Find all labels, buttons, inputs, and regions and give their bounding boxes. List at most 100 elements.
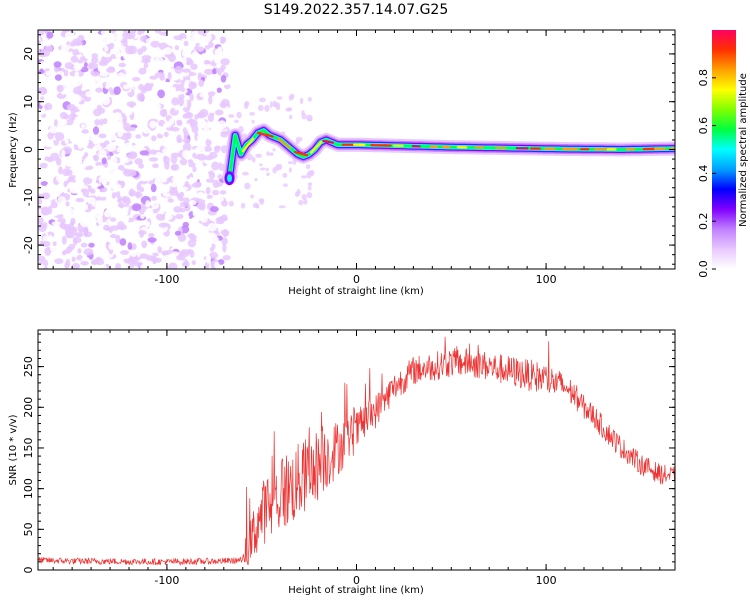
spectrogram-noise-cell [165, 214, 173, 221]
spectrogram-noise-cell [170, 152, 181, 158]
spectrogram-noise-cell [69, 220, 75, 227]
spectrogram-noise-cell [181, 48, 190, 58]
spectrogram-noise-cell [111, 157, 118, 164]
spectrogram-noise-cell [83, 80, 91, 90]
spectrogram-noise-cell [83, 62, 88, 68]
signal-ridge-peak [322, 139, 334, 144]
spectrogram-noise-cell [152, 252, 159, 257]
spectrogram-noise-cell [154, 72, 165, 78]
spectrogram-noise-cell [242, 171, 249, 176]
spectrogram-noise-cell [115, 234, 121, 244]
spectrogram-noise-cell [165, 82, 170, 87]
spectrogram-noise-cell [171, 97, 180, 106]
spectrogram-noise-cell [171, 251, 180, 257]
spectrogram-noise-cell [72, 226, 78, 235]
y-tick-label: 0 [22, 567, 35, 574]
spectrogram-noise-cell [209, 247, 214, 252]
spectrogram-noise-cell [251, 119, 255, 124]
spectrogram-noise-cell [285, 107, 292, 112]
spectrogram-noise-cell [220, 75, 227, 83]
spectrogram-noise-cell [96, 104, 102, 111]
spectrogram-noise-cell [145, 66, 154, 72]
spectrogram-noise-cell [70, 250, 79, 259]
spectrogram-noise-cell [207, 222, 217, 232]
spectrogram-noise-cell [217, 46, 223, 55]
snr-frame [37, 329, 676, 571]
spectrogram-noise-cell [72, 48, 80, 57]
spectrogram-noise-cell [162, 148, 170, 155]
spectrogram-noise-cell [252, 202, 259, 209]
spectrogram-noise-cell [303, 198, 308, 205]
spectrogram-noise-cell [191, 260, 196, 266]
spectrogram-noise-cell [129, 103, 135, 108]
spectrogram-noise-cell [213, 57, 221, 64]
spectrogram-noise-cell [103, 224, 110, 231]
spectrogram-noise-cell [116, 147, 123, 153]
spectrogram-noise-cell [84, 152, 89, 158]
spectrogram-noise-cell [66, 207, 74, 214]
spectrogram-noise-cell [307, 97, 312, 102]
spectrogram-noise-cell [212, 189, 220, 196]
spectrogram-noise-cell [288, 167, 292, 173]
spectrogram-noise-cell [162, 254, 173, 263]
spectrogram-noise-cell [141, 59, 151, 64]
spectrogram-noise-cell [192, 206, 198, 214]
spectrogram-noise-cell [185, 79, 190, 84]
spectrogram-noise-cell [144, 82, 152, 91]
spectrogram-noise-cell [301, 175, 307, 179]
spectrogram-noise-cell [228, 200, 234, 207]
spectrogram-noise-cell [160, 186, 168, 195]
spectrogram-noise-cell [195, 46, 205, 52]
spectrogram-noise-cell [132, 229, 141, 235]
spectrogram-noise-cell [176, 134, 182, 144]
spectrogram-noise-cell [65, 84, 75, 92]
spectrogram-noise-cell [168, 53, 176, 63]
spectrogram-noise-cell [74, 232, 84, 237]
spectrogram-noise-cell [167, 72, 172, 80]
spectrogram-noise-cell [196, 233, 203, 241]
spectrogram-noise-cell [214, 145, 221, 151]
y-tick-label: 100 [22, 478, 35, 499]
spectrogram-noise-cell [275, 164, 280, 171]
spectrogram-noise-cell [169, 182, 180, 188]
spectrogram-noise-cell [234, 119, 239, 124]
spectrogram-noise-cell [163, 47, 173, 55]
spectrogram-noise-cell [148, 91, 156, 96]
spectrogram-noise-cell [244, 102, 249, 109]
spectrogram-noise-cell [110, 233, 117, 239]
spectrogram-noise-cell [65, 258, 71, 268]
spectrogram-noise-cell [60, 44, 70, 52]
spectrogram-noise-cell [80, 261, 89, 266]
spectrogram-plot-area [38, 30, 675, 269]
spectrogram-noise-cell [240, 202, 246, 209]
spectrogram-noise-cell [92, 182, 99, 190]
spectrogram-noise-cell [124, 263, 130, 268]
spectrogram-noise-cell [86, 39, 94, 44]
spectrogram-noise-cell [100, 188, 108, 193]
spectrogram-noise-cell [99, 252, 108, 259]
spectrogram-noise-cell [112, 122, 122, 127]
spectrogram-noise-cell [119, 238, 127, 246]
spectrogram-noise-cell [80, 149, 85, 156]
spectrogram-noise-cell [51, 221, 61, 226]
spectrogram-noise-cell [73, 237, 78, 246]
spectrogram-noise-cell [193, 181, 202, 188]
spectrogram-noise-cell [205, 178, 215, 183]
spectrogram-noise-cell [128, 151, 137, 160]
spectrogram-noise-cell [106, 143, 117, 152]
spectrogram-noise-cell [47, 118, 52, 127]
spectrogram-noise-cell [49, 125, 58, 134]
spectrogram-noise-cell [111, 192, 117, 199]
spectrogram-noise-cell [41, 192, 51, 200]
spectrogram-noise-cell [96, 77, 103, 86]
spectrogram-noise-cell [123, 30, 128, 35]
spectrogram-noise-cell [38, 216, 44, 225]
spectrogram-noise-cell [204, 30, 210, 34]
spectrogram-noise-cell [214, 261, 220, 269]
spectrogram-noise-cell [299, 97, 304, 104]
spectrogram-noise-cell [107, 66, 115, 71]
spectrogram-noise-cell [157, 210, 165, 215]
spectrogram-noise-cell [43, 150, 53, 155]
spectrogram-noise-cell [118, 175, 126, 182]
spectrogram-noise-cell [139, 229, 145, 238]
